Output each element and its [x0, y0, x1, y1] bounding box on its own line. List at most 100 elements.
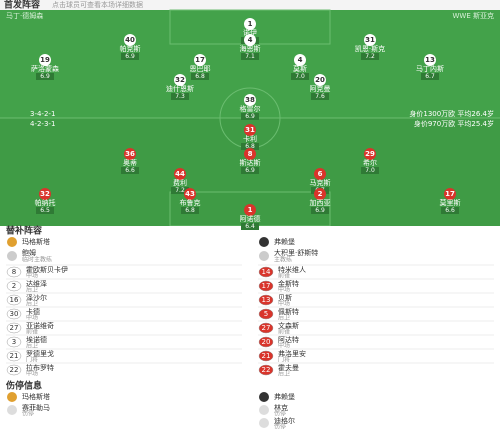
- player-name[interactable]: 马丁内斯: [416, 64, 444, 73]
- sub-badge[interactable]: [258, 266, 274, 278]
- sub-badge[interactable]: [258, 322, 274, 334]
- sub-badge[interactable]: [6, 294, 22, 306]
- sub-number[interactable]: 21: [262, 352, 271, 360]
- player-badge[interactable]: [124, 34, 136, 46]
- sub-number[interactable]: 8: [12, 268, 16, 276]
- sub-badge[interactable]: [6, 336, 22, 348]
- player-number[interactable]: 31: [365, 36, 375, 44]
- sub-badge[interactable]: [6, 322, 22, 334]
- player-number[interactable]: 32: [40, 190, 50, 198]
- player-badge[interactable]: [174, 74, 186, 86]
- sub-number[interactable]: 27: [262, 324, 271, 332]
- player-badge[interactable]: [424, 54, 436, 66]
- sub-number[interactable]: 30: [10, 310, 19, 318]
- player-number[interactable]: 17: [445, 190, 455, 198]
- player-badge[interactable]: [244, 204, 256, 216]
- player-name[interactable]: 凯恩·斯克: [355, 44, 385, 53]
- player-name[interactable]: 费利: [173, 178, 187, 187]
- sub-number[interactable]: 3: [12, 338, 16, 346]
- player-badge[interactable]: [294, 54, 306, 66]
- player-badge[interactable]: [244, 148, 256, 160]
- player-badge[interactable]: [184, 188, 196, 200]
- sub-number[interactable]: 20: [262, 338, 271, 346]
- player-badge[interactable]: [364, 34, 376, 46]
- player-badge[interactable]: [244, 34, 256, 46]
- sub-name[interactable]: 卡德: [26, 307, 40, 316]
- player-number[interactable]: 2: [318, 190, 323, 198]
- sub-number[interactable]: 16: [10, 296, 19, 304]
- sub-number[interactable]: 17: [262, 282, 271, 290]
- player-number[interactable]: 29: [365, 150, 375, 158]
- sub-number[interactable]: 21: [10, 352, 19, 360]
- sub-badge[interactable]: [258, 336, 274, 348]
- player-badge[interactable]: [444, 188, 456, 200]
- sub-name[interactable]: 阿达特: [278, 335, 299, 344]
- sub-name[interactable]: 文森斯: [278, 321, 299, 330]
- player-number[interactable]: 4: [248, 36, 253, 44]
- player-number[interactable]: 13: [425, 56, 435, 64]
- sub-name[interactable]: 罗德里戈: [26, 349, 54, 358]
- player-number[interactable]: 32: [175, 76, 185, 84]
- sub-badge[interactable]: [6, 364, 22, 376]
- sub-name[interactable]: 达维泽: [26, 279, 47, 288]
- sub-badge[interactable]: [6, 350, 22, 362]
- player-number[interactable]: 31: [245, 126, 255, 134]
- player-number[interactable]: 36: [125, 150, 135, 158]
- sub-name[interactable]: 埃诺德: [26, 335, 47, 344]
- sub-name[interactable]: 贝斯: [278, 293, 292, 302]
- sub-name[interactable]: 霍夫曼: [278, 363, 299, 372]
- sub-name[interactable]: 金斯特: [278, 279, 299, 288]
- sub-badge[interactable]: [6, 266, 22, 278]
- player-name[interactable]: 马克斯: [310, 178, 331, 187]
- player-number[interactable]: 1: [248, 20, 253, 28]
- sub-name[interactable]: 特米维人: [278, 265, 306, 274]
- sub-badge[interactable]: [258, 294, 274, 306]
- player-badge[interactable]: [314, 74, 326, 86]
- player-badge[interactable]: [194, 54, 206, 66]
- player-number[interactable]: 8: [248, 150, 253, 158]
- sub-name[interactable]: 拉布罗特: [26, 363, 54, 372]
- sub-badge[interactable]: [6, 280, 22, 292]
- player-badge[interactable]: [314, 168, 326, 180]
- player-name[interactable]: 恩巴耶: [190, 65, 211, 73]
- player-name[interactable]: 萨洛蒙森: [31, 64, 59, 73]
- sub-name[interactable]: 霍欧斯贝卡伊: [26, 265, 68, 274]
- player-name[interactable]: 格雷尔: [240, 104, 261, 113]
- player-name[interactable]: 加西亚: [310, 198, 331, 207]
- player-number[interactable]: 43: [185, 190, 195, 198]
- sub-name[interactable]: 佩斯特: [278, 307, 299, 316]
- player-badge[interactable]: [244, 94, 256, 106]
- sub-number[interactable]: 27: [10, 324, 19, 332]
- sub-number[interactable]: 14: [262, 268, 271, 276]
- sub-badge[interactable]: [258, 364, 274, 376]
- player-number[interactable]: 40: [125, 36, 135, 44]
- player-name[interactable]: 奥蒂: [123, 158, 137, 167]
- player-number[interactable]: 4: [298, 56, 303, 64]
- player-name[interactable]: 帕纳托: [35, 198, 56, 207]
- player-badge[interactable]: [314, 188, 326, 200]
- player-badge[interactable]: [244, 18, 256, 30]
- player-badge[interactable]: [39, 54, 51, 66]
- player-number[interactable]: 19: [40, 56, 50, 64]
- sub-name[interactable]: 弗洛里安: [278, 349, 306, 358]
- sub-badge[interactable]: [258, 350, 274, 362]
- sub-badge[interactable]: [258, 308, 274, 320]
- sub-number[interactable]: 13: [262, 296, 271, 304]
- player-name[interactable]: 迪什恩斯: [166, 84, 194, 93]
- player-badge[interactable]: [364, 148, 376, 160]
- sub-name[interactable]: 泽沙尔: [26, 293, 47, 302]
- sub-number[interactable]: 2: [12, 282, 16, 290]
- player-badge[interactable]: [174, 168, 186, 180]
- player-number[interactable]: 44: [175, 170, 185, 178]
- player-name[interactable]: 帕克斯: [120, 44, 141, 53]
- player-number[interactable]: 17: [195, 56, 205, 64]
- player-name[interactable]: 卡利: [243, 134, 257, 143]
- sub-number[interactable]: 5: [264, 310, 268, 318]
- player-badge[interactable]: [124, 148, 136, 160]
- player-name[interactable]: 莫里斯: [440, 198, 461, 207]
- player-name[interactable]: 莫斯: [293, 64, 307, 73]
- sub-badge[interactable]: [258, 280, 274, 292]
- player-number[interactable]: 1: [248, 206, 253, 214]
- sub-name[interactable]: 亚诺维奇: [26, 321, 54, 330]
- player-name[interactable]: 阿克曼: [310, 84, 331, 93]
